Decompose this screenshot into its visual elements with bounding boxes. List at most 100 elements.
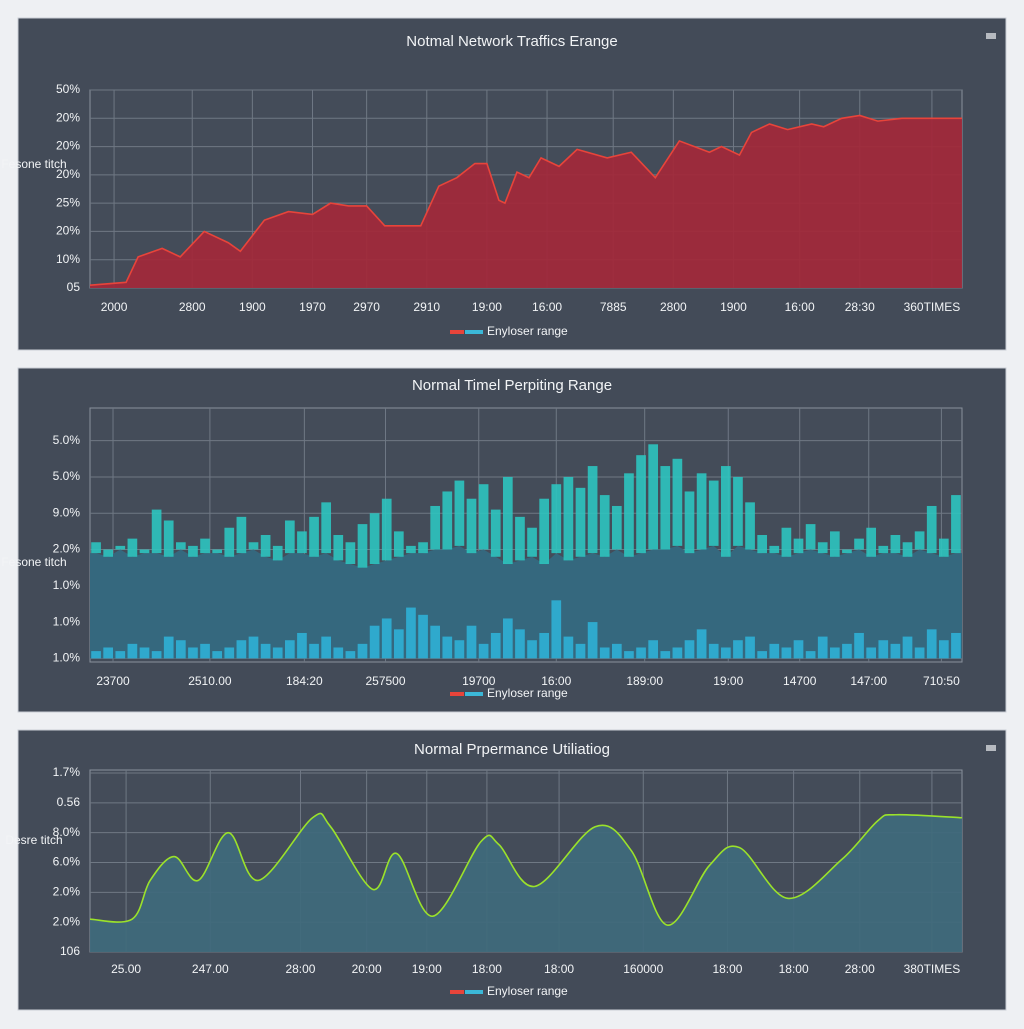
x-tick-label: 189:00: [626, 674, 663, 688]
bar: [442, 491, 453, 550]
bar: [842, 549, 852, 554]
legend: Enyloser range: [450, 324, 568, 338]
legend-label: Enyloser range: [487, 686, 568, 700]
x-tick-label: 28:30: [845, 300, 875, 314]
x-tick-label: 19:00: [713, 674, 743, 688]
bar: [139, 647, 150, 659]
x-tick-label: 2910: [413, 300, 440, 314]
bar: [575, 643, 586, 659]
y-tick-label: 1.0%: [53, 578, 81, 592]
bar: [345, 651, 356, 659]
bar: [490, 509, 501, 557]
x-tick-label: 18:00: [712, 962, 742, 976]
bar: [272, 545, 283, 561]
bar: [829, 531, 840, 557]
bar: [418, 614, 428, 659]
bar: [587, 622, 598, 659]
y-tick-label: 5.0%: [53, 469, 81, 483]
bar: [890, 643, 901, 659]
bar: [636, 455, 646, 554]
bar: [745, 636, 755, 659]
bar: [515, 629, 525, 659]
bar: [733, 640, 743, 659]
x-tick-label: 360TIMES: [904, 300, 961, 314]
x-tick-label: 18:00: [472, 962, 502, 976]
bar: [624, 651, 634, 659]
bar: [260, 643, 271, 659]
bar: [878, 640, 889, 659]
bar: [478, 643, 489, 659]
bar: [684, 640, 695, 659]
y-tick-label: 20%: [56, 139, 80, 153]
legend-swatch: [465, 990, 483, 994]
x-tick-label: 1900: [720, 300, 747, 314]
y-tick-label: 10%: [56, 252, 80, 266]
bar: [926, 629, 937, 659]
series-layer: [90, 444, 962, 659]
y-tick-label: 1.0%: [53, 651, 81, 665]
y-tick-label: 2.0%: [53, 884, 81, 898]
bar: [938, 538, 949, 557]
bar: [393, 531, 404, 557]
bar: [139, 549, 150, 554]
bar: [829, 647, 840, 659]
y-axis-label: Fesone titch: [1, 555, 66, 569]
bar: [466, 625, 477, 659]
bar: [926, 505, 937, 554]
bar: [757, 535, 768, 554]
bar: [951, 495, 961, 554]
legend: Enyloser range: [450, 984, 568, 998]
bar: [272, 647, 283, 659]
x-tick-label: 184:20: [286, 674, 323, 688]
bar: [490, 632, 501, 659]
y-tick-label: 20%: [56, 167, 80, 181]
y-tick-label: 106: [60, 944, 80, 958]
bar: [478, 484, 489, 550]
x-tick-label: 2510.00: [188, 674, 232, 688]
bar: [297, 632, 307, 659]
y-tick-label: 25%: [56, 195, 80, 209]
bar: [333, 647, 344, 659]
x-tick-label: 20:00: [352, 962, 382, 976]
bar: [212, 549, 223, 554]
area-fill: [90, 115, 962, 288]
bar: [817, 636, 828, 659]
bar: [781, 527, 792, 557]
x-tick-label: 2800: [660, 300, 687, 314]
bar: [297, 531, 307, 554]
series-layer: [89, 812, 963, 952]
x-tick-label: 18:00: [779, 962, 809, 976]
bar: [115, 651, 126, 659]
bar: [91, 651, 101, 659]
bar: [672, 647, 683, 659]
x-tick-label: 2800: [179, 300, 206, 314]
bar: [769, 545, 780, 554]
bar: [200, 643, 210, 659]
bar: [902, 542, 913, 557]
bar: [454, 480, 465, 546]
bar: [406, 545, 416, 554]
y-tick-label: 20%: [56, 224, 80, 238]
bar: [284, 640, 295, 659]
bar: [430, 505, 441, 550]
bar: [817, 542, 828, 554]
x-tick-label: 25.00: [111, 962, 141, 976]
series-layer: [89, 114, 962, 288]
bar: [418, 542, 428, 554]
bar: [381, 618, 392, 659]
bar: [551, 600, 562, 659]
x-tick-label: 380TIMES: [904, 962, 961, 976]
bar: [539, 632, 550, 659]
x-tick-label: 28:00: [845, 962, 875, 976]
bar: [793, 538, 804, 554]
y-axis-label: Desre titch: [5, 833, 62, 847]
bar: [442, 636, 453, 659]
bar: [672, 458, 683, 546]
bar: [502, 618, 513, 659]
chart-panel: Normal Timel Perpiting Range Fesone titch…: [1, 367, 1007, 713]
bar: [393, 629, 404, 659]
bar: [151, 509, 162, 554]
bar: [757, 651, 768, 659]
bar: [611, 643, 622, 659]
